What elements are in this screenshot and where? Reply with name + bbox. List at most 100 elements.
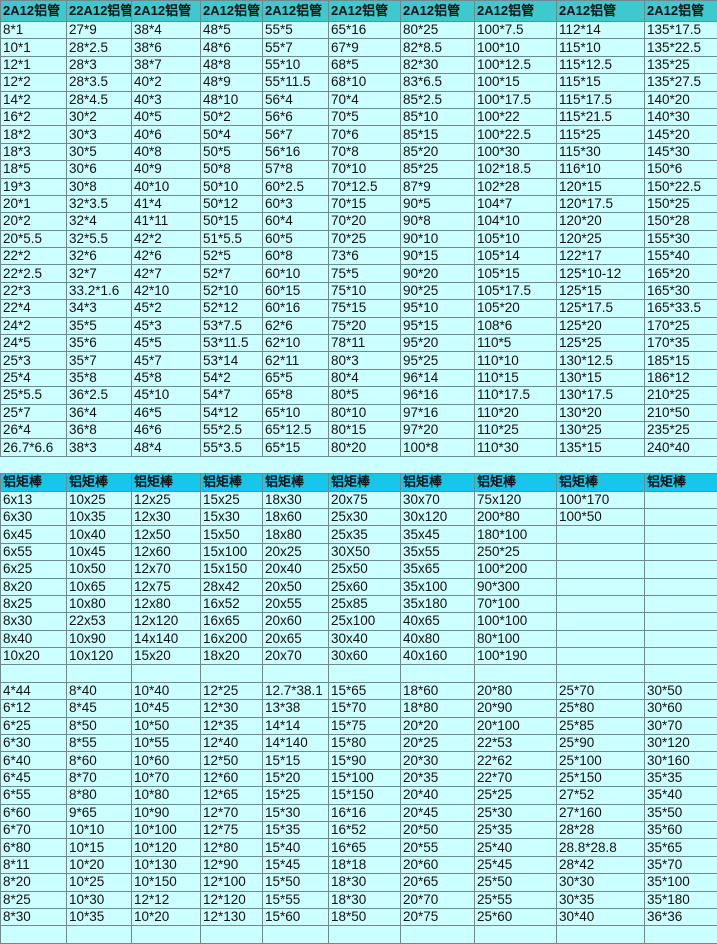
table-cell[interactable]: 115*21.5 xyxy=(557,108,645,125)
table-cell[interactable]: 40x65 xyxy=(401,613,475,630)
table-cell[interactable]: 102*28 xyxy=(475,178,557,195)
table-cell[interactable]: 130*12.5 xyxy=(557,352,645,369)
table-cell[interactable]: 53*7.5 xyxy=(201,317,263,334)
table-cell[interactable]: 45*10 xyxy=(132,387,201,404)
table-cell[interactable]: 20*55 xyxy=(401,839,475,856)
empty-cell[interactable] xyxy=(263,665,329,682)
table-cell[interactable]: 35*40 xyxy=(645,787,717,804)
table-cell[interactable]: 8*20 xyxy=(1,874,67,891)
table-cell[interactable]: 90*10 xyxy=(401,230,475,247)
table-cell[interactable]: 35x65 xyxy=(401,561,475,578)
table-cell[interactable]: 150*6 xyxy=(645,161,717,178)
table-cell[interactable]: 15x20 xyxy=(132,648,201,665)
table-cell[interactable]: 115*12.5 xyxy=(557,56,645,73)
table-cell[interactable]: 80*5 xyxy=(329,387,401,404)
table-cell[interactable]: 20*45 xyxy=(401,804,475,821)
table-cell[interactable]: 48*8 xyxy=(201,56,263,73)
table-cell[interactable]: 45*3 xyxy=(132,317,201,334)
table-cell[interactable]: 20*1 xyxy=(1,195,67,212)
table-cell[interactable]: 65*15 xyxy=(263,439,329,456)
table-cell[interactable]: 30*3 xyxy=(67,126,132,143)
table-cell[interactable]: 10x40 xyxy=(67,526,132,543)
table-cell[interactable]: 12x30 xyxy=(132,508,201,525)
table-cell[interactable]: 60*2.5 xyxy=(263,178,329,195)
table-cell[interactable]: 135*27.5 xyxy=(645,74,717,91)
table-cell[interactable]: 34*3 xyxy=(67,300,132,317)
table-cell[interactable]: 35x45 xyxy=(401,526,475,543)
table-cell[interactable]: 46*6 xyxy=(132,421,201,438)
table-cell[interactable]: 165*33.5 xyxy=(645,300,717,317)
table-cell[interactable]: 45*5 xyxy=(132,335,201,352)
table-cell[interactable]: 70*100 xyxy=(475,595,557,612)
table-cell[interactable]: 10*45 xyxy=(132,700,201,717)
table-cell[interactable]: 12*65 xyxy=(201,787,263,804)
table-cell[interactable]: 6*45 xyxy=(1,769,67,786)
table-cell[interactable]: 25*25 xyxy=(475,787,557,804)
table-cell[interactable]: 50*2 xyxy=(201,108,263,125)
table-cell[interactable]: 55*10 xyxy=(263,56,329,73)
table-cell[interactable]: 42*10 xyxy=(132,282,201,299)
table-cell[interactable]: 56*6 xyxy=(263,108,329,125)
table-cell[interactable]: 35x100 xyxy=(401,578,475,595)
empty-cell[interactable] xyxy=(201,665,263,682)
table-cell[interactable]: 18x20 xyxy=(201,648,263,665)
table-cell[interactable]: 95*20 xyxy=(401,335,475,352)
table-cell[interactable]: 22*2.5 xyxy=(1,265,67,282)
table-cell[interactable]: 60*15 xyxy=(263,282,329,299)
table-cell[interactable]: 56*7 xyxy=(263,126,329,143)
empty-cell[interactable] xyxy=(132,665,201,682)
table-cell[interactable]: 20*50 xyxy=(401,821,475,838)
table-cell[interactable] xyxy=(645,613,717,630)
table-cell[interactable]: 8*11 xyxy=(1,856,67,873)
table-cell[interactable]: 20*80 xyxy=(475,682,557,699)
table-cell[interactable]: 15*100 xyxy=(329,769,401,786)
table-cell[interactable]: 38*6 xyxy=(132,39,201,56)
table-cell[interactable]: 25*35 xyxy=(475,821,557,838)
table-cell[interactable]: 6x45 xyxy=(1,526,67,543)
table-cell[interactable]: 10x50 xyxy=(67,561,132,578)
table-cell[interactable]: 28*4.5 xyxy=(67,91,132,108)
table-cell[interactable]: 8*50 xyxy=(67,717,132,734)
table-cell[interactable]: 36*8 xyxy=(67,421,132,438)
table-cell[interactable]: 16*16 xyxy=(329,804,401,821)
table-cell[interactable]: 50*8 xyxy=(201,161,263,178)
table-cell[interactable]: 10*20 xyxy=(132,908,201,925)
table-cell[interactable]: 180*100 xyxy=(475,526,557,543)
empty-cell[interactable] xyxy=(557,665,645,682)
empty-cell[interactable] xyxy=(401,665,475,682)
empty-cell[interactable] xyxy=(132,456,201,473)
table-cell[interactable]: 45*8 xyxy=(132,369,201,386)
table-cell[interactable]: 20*20 xyxy=(401,717,475,734)
table-cell[interactable]: 30X50 xyxy=(329,543,401,560)
table-cell[interactable]: 54*7 xyxy=(201,387,263,404)
empty-cell[interactable] xyxy=(329,665,401,682)
table-cell[interactable]: 35*8 xyxy=(67,369,132,386)
table-cell[interactable]: 110*20 xyxy=(475,404,557,421)
table-cell[interactable]: 33.2*1.6 xyxy=(67,282,132,299)
table-cell[interactable]: 25*4 xyxy=(1,369,67,386)
table-cell[interactable]: 75*20 xyxy=(329,317,401,334)
table-cell[interactable]: 15*80 xyxy=(329,735,401,752)
table-cell[interactable]: 20*75 xyxy=(401,908,475,925)
table-cell[interactable]: 6*70 xyxy=(1,821,67,838)
table-cell[interactable]: 70*6 xyxy=(329,126,401,143)
table-cell[interactable]: 8*55 xyxy=(67,735,132,752)
table-cell[interactable]: 35*50 xyxy=(645,804,717,821)
table-cell[interactable]: 8*30 xyxy=(1,908,67,925)
table-cell[interactable]: 165*20 xyxy=(645,265,717,282)
table-cell[interactable]: 55*5 xyxy=(263,22,329,39)
table-cell[interactable]: 8*25 xyxy=(1,891,67,908)
table-cell[interactable]: 6*60 xyxy=(1,804,67,821)
table-cell[interactable]: 70*20 xyxy=(329,213,401,230)
table-cell[interactable]: 10*30 xyxy=(67,891,132,908)
table-cell[interactable]: 24*5 xyxy=(1,335,67,352)
table-cell[interactable]: 115*30 xyxy=(557,143,645,160)
table-cell[interactable]: 57*8 xyxy=(263,161,329,178)
table-cell[interactable]: 65*10 xyxy=(263,404,329,421)
table-cell[interactable]: 80*20 xyxy=(329,439,401,456)
table-cell[interactable]: 12x50 xyxy=(132,526,201,543)
table-cell[interactable]: 36*36 xyxy=(645,908,717,925)
table-cell[interactable]: 35*65 xyxy=(645,839,717,856)
table-cell[interactable]: 22x53 xyxy=(67,613,132,630)
table-cell[interactable]: 52*5 xyxy=(201,248,263,265)
